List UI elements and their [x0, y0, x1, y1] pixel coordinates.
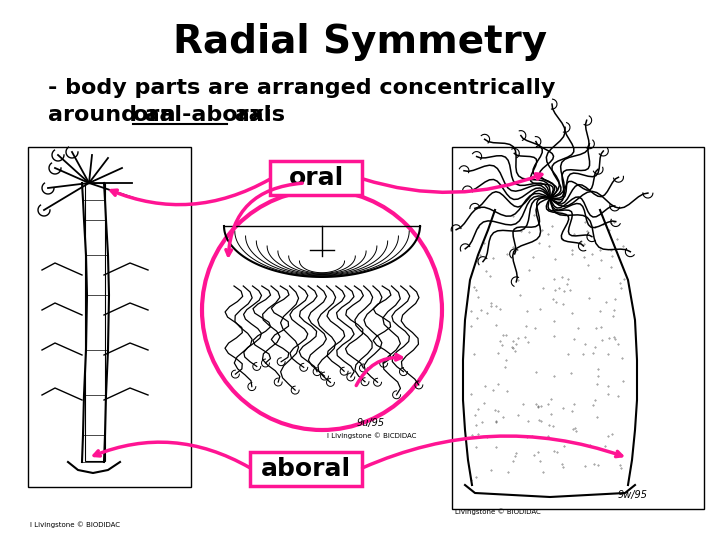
Text: Livingstone © BIODIDAC: Livingstone © BIODIDAC: [455, 508, 541, 515]
Text: oral-aboral: oral-aboral: [133, 105, 271, 125]
Text: Radial Symmetry: Radial Symmetry: [173, 23, 547, 61]
FancyBboxPatch shape: [270, 161, 362, 195]
Bar: [452, 147, 704, 509]
Text: oral: oral: [289, 166, 343, 190]
Text: I Livingstone © BIODIDAC: I Livingstone © BIODIDAC: [30, 521, 120, 528]
Bar: [85, 183, 105, 461]
Text: - body parts are arranged concentrically: - body parts are arranged concentrically: [48, 78, 555, 98]
Bar: [28, 147, 191, 487]
Text: 9u/95: 9u/95: [357, 418, 385, 428]
Text: I Livingstone © BICDIDAC: I Livingstone © BICDIDAC: [327, 433, 416, 439]
Text: axis: axis: [228, 105, 285, 125]
Text: aboral: aboral: [261, 457, 351, 481]
FancyBboxPatch shape: [250, 452, 362, 486]
Text: 9w/95: 9w/95: [618, 490, 648, 500]
Text: around an: around an: [48, 105, 184, 125]
